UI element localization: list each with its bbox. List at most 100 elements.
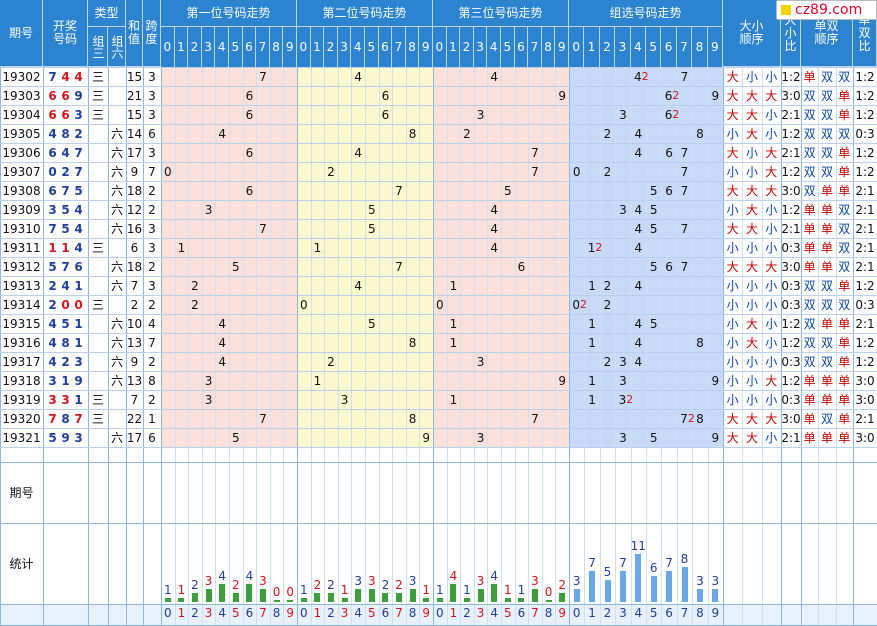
grid-line [406,67,407,626]
grid-line [542,67,543,626]
header-digit: 3 [337,27,352,67]
group-mark: 5 [646,314,661,333]
group-mark-digit: 5 [649,183,658,198]
row-type-g3 [88,371,108,390]
row-sum: 15 [126,107,143,122]
oe-tag: 单 [820,431,833,445]
stat-value: 0 [272,585,281,599]
stat-bar [205,588,212,602]
grid-line [392,67,393,626]
draw-digit: 2 [61,164,70,179]
stat-value: 1 [163,582,172,597]
stat-value: 3 [354,573,362,588]
stat-value: 2 [231,578,240,593]
stat-digit: 8 [544,606,553,620]
group-mark: 4 [631,276,646,295]
draw-digit: 3 [74,107,83,122]
grid-line [487,67,488,626]
row-type-g3 [88,333,108,352]
group-mark-digit: 1 [588,278,596,293]
group-mark: 5 [646,219,661,238]
draw-digit: 3 [48,373,57,388]
trend-mark: 1 [313,373,322,388]
stat-bar [328,593,334,602]
group-mark-count: 2 [672,89,680,102]
grid-line [836,67,837,626]
stat-value: 7 [619,556,627,571]
stat-value: 1 [299,582,308,597]
stat-bar [650,575,657,602]
grid-line [175,67,176,626]
oe-tag: 双 [803,279,816,293]
trend-mark: 6 [245,88,254,103]
group-mark-digit: 2 [603,278,612,293]
row-period: 19310 [2,221,41,236]
header-digit: 1 [310,27,325,67]
bs-tag: 大 [745,412,758,426]
group-mark-digit: 3 [619,202,627,217]
stats-digit-strip-bg [0,604,877,626]
grid-line [742,67,743,626]
draw-digit: 3 [74,430,83,445]
row-span: 3 [148,145,156,160]
grid-line [0,409,877,410]
header-digit: 1 [446,27,461,67]
oe-tag: 单 [820,393,833,407]
bs-tag: 小 [745,70,758,84]
group-mark: 9 [708,371,723,390]
group-mark-digit: 9 [711,430,720,445]
stat-digit: 7 [680,606,689,620]
group-mark: 7 [677,67,692,86]
bs-tag: 大 [726,412,739,426]
grid-line [584,67,585,626]
oe-tag: 单 [838,146,851,160]
group-mark-digit: 1 [587,240,596,255]
group-mark: 4 [631,124,646,143]
header-g3: 组三 [88,27,108,67]
group-mark: 1 [584,333,599,352]
draw-digit: 6 [74,259,83,274]
draw-digit: 1 [74,278,83,293]
grid-line [0,200,877,201]
draw-digit: 6 [61,88,70,103]
group-mark: 7 [677,143,692,162]
draw-digit: 4 [74,221,83,236]
trend-mark: 9 [558,373,566,388]
bs-tag: 小 [726,241,739,255]
row-type-g6: 六 [110,146,123,160]
grid-line [0,462,877,463]
row-type-g6: 六 [110,374,123,388]
row-span: 6 [148,126,156,141]
oe-tag: 双 [803,336,816,350]
site-logo[interactable]: cz89.com [776,0,877,20]
trend-mark: 1 [313,240,322,255]
bs-tag: 大 [726,146,739,160]
draw-digit: 2 [61,354,70,369]
grid-line [818,67,819,626]
group-mark: 1 [584,390,599,409]
bs-tag: 大 [745,127,758,141]
oe-tag: 双 [820,355,833,369]
oe-ratio: 1:2 [855,145,875,160]
oe-tag: 单 [820,184,833,198]
stat-bar [712,588,719,602]
grid-line [311,67,312,626]
trend-mark: 7 [259,411,267,426]
oe-tag: 双 [820,127,833,141]
header-digit: 8 [269,27,284,67]
bs-tag: 小 [726,374,739,388]
group-mark: 0 [569,162,584,181]
trend-mark: 4 [490,221,498,236]
oe-tag: 双 [820,108,833,122]
header-period: 期号 [0,0,43,67]
row-span: 2 [148,297,156,312]
oe-tag: 单 [838,336,851,350]
header-pos3: 第三位号码走势 [433,0,569,27]
oe-ratio: 1:2 [855,278,875,293]
group-mark-digit: 4 [634,202,643,217]
trend-mark: 0 [435,297,444,312]
oe-ratio: 2:1 [855,411,875,426]
group-mark-digit: 4 [633,69,642,84]
group-mark-digit: 6 [664,107,673,122]
oe-tag: 单 [803,412,816,426]
